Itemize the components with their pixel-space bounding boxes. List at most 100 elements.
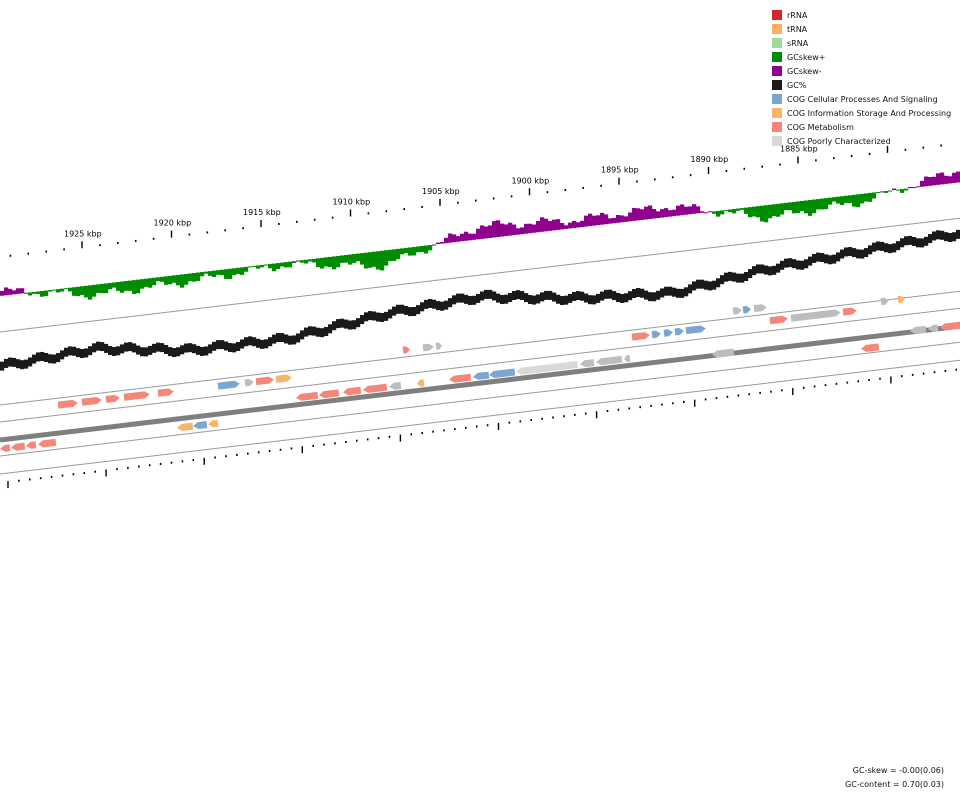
gene-arrow (897, 295, 905, 304)
gc-content-bar (216, 340, 221, 350)
gc-content-bar (440, 301, 445, 311)
gc-skew-negative-bar (156, 277, 161, 282)
gc-content-bar (408, 307, 413, 317)
gc-skew-negative-bar (280, 262, 285, 267)
gc-skew-negative-bar (828, 197, 833, 205)
gc-content-bar (368, 311, 373, 321)
gc-skew-positive-bar (644, 206, 649, 220)
gc-content-bar (288, 335, 293, 345)
gc-content-bar (888, 244, 893, 254)
gene-arrow (940, 321, 960, 331)
gc-content-bar (720, 275, 725, 285)
gc-content-bar (864, 248, 869, 258)
gc-skew-positive-bar (524, 223, 529, 234)
gc-skew-negative-bar (148, 278, 153, 288)
gc-skew-positive-bar (436, 242, 441, 245)
gc-content-bar (304, 327, 309, 337)
gene-arrow (596, 355, 623, 366)
gc-content-bar (208, 344, 213, 354)
gc-content-bar (356, 318, 361, 328)
gc-content-bar (264, 339, 269, 349)
gc-skew-negative-bar (248, 266, 253, 268)
gc-content-bar (396, 304, 401, 314)
gc-skew-negative-bar (380, 250, 385, 271)
gc-content-bar (832, 254, 837, 264)
gc-content-bar (164, 345, 169, 355)
gc-content-bar (284, 334, 289, 344)
gc-skew-negative-bar (64, 288, 69, 290)
gc-content-bar (700, 279, 705, 289)
legend-item: GC% (772, 78, 960, 92)
gc-content-bar (736, 273, 741, 283)
gene-arrow (516, 361, 578, 375)
gene-arrow (26, 441, 37, 449)
gc-content-bar (0, 361, 5, 371)
gc-skew-negative-bar (32, 291, 37, 294)
gc-content-bar (152, 343, 157, 353)
gc-content-bar (156, 342, 161, 352)
gc-content-bar (292, 335, 297, 345)
gc-skew-negative-bar (292, 261, 297, 264)
gc-skew-positive-bar (640, 209, 645, 220)
gc-content-bar (840, 249, 845, 259)
gene-arrow (732, 307, 742, 315)
gc-content-bar (48, 354, 53, 364)
gc-skew-negative-bar (852, 194, 857, 207)
gc-skew-negative-bar (56, 289, 61, 293)
gc-skew-negative-bar (784, 202, 789, 211)
gene-arrow (208, 419, 219, 428)
gc-content-bar (856, 249, 861, 259)
gc-content-bar (228, 343, 233, 353)
gc-skew-negative-bar (776, 203, 781, 217)
gc-skew-positive-bar (944, 175, 949, 184)
gc-content-bar (456, 293, 461, 303)
gc-skew-negative-bar (100, 283, 105, 294)
gc-skew-negative-bar (176, 274, 181, 286)
gc-skew-positive-bar (520, 227, 525, 235)
legend-swatch (772, 24, 782, 34)
legend-swatch (772, 80, 782, 90)
gene-arrow (861, 343, 880, 352)
gc-skew-negative-bar (36, 291, 41, 294)
legend-item: GCskew- (772, 64, 960, 78)
gene-arrow (712, 348, 735, 358)
gc-skew-negative-bar (40, 291, 45, 297)
gc-content-stat: GC-content = 0.70(0.03) (845, 780, 944, 789)
gc-content-bar (640, 288, 645, 298)
track-line (0, 341, 960, 457)
gc-skew-negative-bar (272, 263, 277, 272)
gc-skew-positive-bar (684, 206, 689, 215)
gc-content-bar (316, 327, 321, 337)
gc-skew-positive-bar (924, 176, 929, 187)
gc-skew-negative-bar (96, 284, 101, 293)
gc-skew-negative-bar (812, 199, 817, 214)
legend-item: GCskew+ (772, 50, 960, 64)
gene-arrow (105, 394, 120, 403)
gc-content-bar (704, 280, 709, 290)
gc-content-bar (88, 346, 93, 356)
gc-skew-positive-bar (952, 172, 957, 183)
gc-skew-negative-bar (76, 286, 81, 297)
gc-skew-negative-bar (388, 249, 393, 262)
gc-skew-positive-bar (504, 224, 509, 237)
gc-content-bar (272, 334, 277, 344)
gc-content-bar (324, 327, 329, 337)
gc-skew-negative-bar (856, 194, 861, 208)
gc-skew-positive-bar (296, 260, 301, 262)
gc-content-bar (416, 305, 421, 315)
gc-content-bar (176, 347, 181, 357)
gc-skew-positive-bar (464, 231, 469, 241)
legend-label: COG Metabolism (787, 122, 854, 132)
gc-content-bar (608, 289, 613, 299)
gc-content-bar (924, 236, 929, 246)
gc-content-bar (900, 238, 905, 248)
gc-content-bar (192, 344, 197, 354)
gc-content-bar (752, 266, 757, 276)
gc-skew-negative-bar (904, 188, 909, 191)
gc-content-bar (116, 346, 121, 356)
legend-swatch (772, 108, 782, 118)
gene-arrow (57, 399, 78, 409)
gc-content-bar (308, 326, 313, 336)
gc-content-bar (256, 338, 261, 348)
gc-skew-positive-bar (668, 210, 673, 217)
